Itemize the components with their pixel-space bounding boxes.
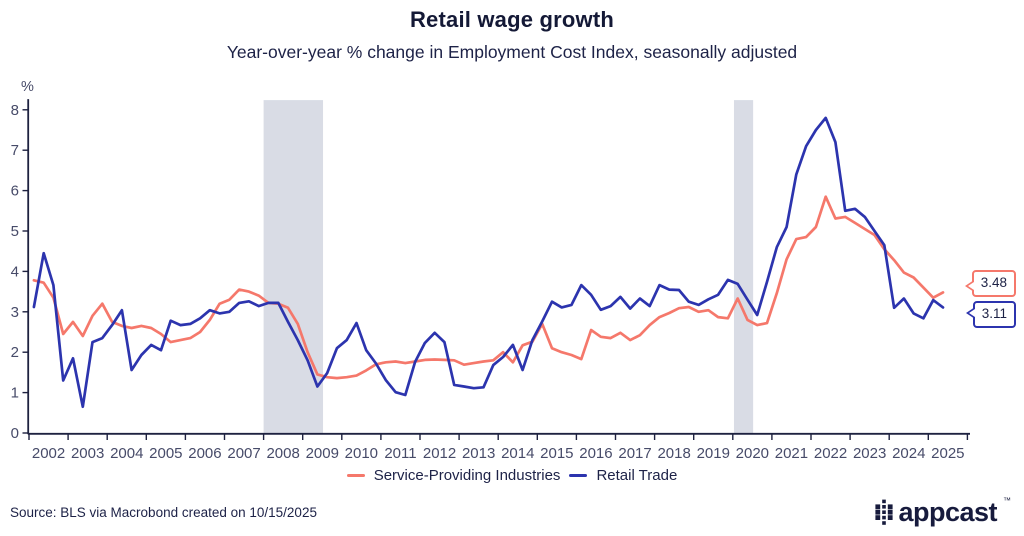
x-tick-label: 2008 <box>266 445 299 462</box>
x-tick-label: 2014 <box>501 445 534 462</box>
y-tick-label: 4 <box>11 263 19 280</box>
appcast-logo: appcast ™ <box>875 496 1011 527</box>
x-tick-label: 2023 <box>853 445 886 462</box>
callout-pointer-icon <box>964 280 974 293</box>
page-title: Retail wage growth <box>409 7 615 32</box>
x-tick-label: 2003 <box>71 445 104 462</box>
x-tick-label: 2021 <box>775 445 808 462</box>
trademark-mark: ™ <box>1003 496 1011 505</box>
end-value-label: 3.48 <box>980 275 1007 290</box>
x-tick-label: 2006 <box>188 445 221 462</box>
y-tick-label: 5 <box>11 223 19 240</box>
x-tick-label: 2020 <box>736 445 769 462</box>
x-tick-label: 2017 <box>618 445 651 462</box>
recession-band <box>733 100 754 433</box>
x-tick-label: 2025 <box>931 445 964 462</box>
callout-pointer-icon <box>965 307 975 319</box>
page-subtitle: Year-over-year % change in Employment Co… <box>226 42 798 62</box>
x-tick-label: 2018 <box>657 445 690 462</box>
y-axis-unit-label: % <box>21 79 34 95</box>
x-tick-label: 2010 <box>345 445 378 462</box>
y-tick-label: 7 <box>11 142 19 159</box>
end-value-label: 3.11 <box>981 306 1007 321</box>
legend-swatch-retail-trade <box>569 473 588 478</box>
x-tick-label: 2009 <box>306 445 339 462</box>
y-tick-label: 6 <box>11 183 19 200</box>
x-tick-label: 2015 <box>540 445 573 462</box>
source-text: Source: BLS via Macrobond created on 10/… <box>10 505 317 520</box>
brand-name: appcast <box>898 497 997 527</box>
y-tick-label: 2 <box>11 344 19 361</box>
appcast-grid-icon <box>875 499 894 525</box>
x-tick-label: 2012 <box>423 445 456 462</box>
legend-label-service-providing-industries: Service-Providing Industries <box>373 467 561 484</box>
chart-legend: Service-Providing Industries Retail Trad… <box>0 467 1024 484</box>
x-tick-label: 2011 <box>384 445 416 462</box>
legend-swatch-service-providing-industries <box>346 473 365 478</box>
x-tick-label: 2004 <box>110 445 143 462</box>
y-tick-label: 8 <box>11 102 19 119</box>
end-value-callout-retail-trade: 3.11 <box>965 301 1016 329</box>
y-tick-label: 0 <box>11 425 19 442</box>
x-tick-label: 2024 <box>892 445 925 462</box>
x-tick-label: 2022 <box>814 445 847 462</box>
x-tick-label: 2013 <box>462 445 495 462</box>
legend-label-retail-trade: Retail Trade <box>596 467 678 484</box>
series-line-retail-trade <box>32 116 945 409</box>
wage-growth-chart: 0 1 2 3 4 5 6 7 8% 2002 2003 2004 2005 2006 2007 2008 20… <box>11 79 970 462</box>
series-line-service-providing-industries <box>32 195 945 380</box>
end-value-callout-service-providing-industries: 3.48 <box>964 270 1016 298</box>
x-tick-label: 2019 <box>697 445 730 462</box>
recession-band <box>263 100 324 433</box>
x-tick-label: 2005 <box>149 445 182 462</box>
y-tick-label: 1 <box>11 385 19 402</box>
x-tick-label: 2016 <box>579 445 612 462</box>
y-tick-label: 3 <box>11 304 19 321</box>
x-tick-label: 2002 <box>32 445 65 462</box>
x-tick-label: 2007 <box>227 445 260 462</box>
